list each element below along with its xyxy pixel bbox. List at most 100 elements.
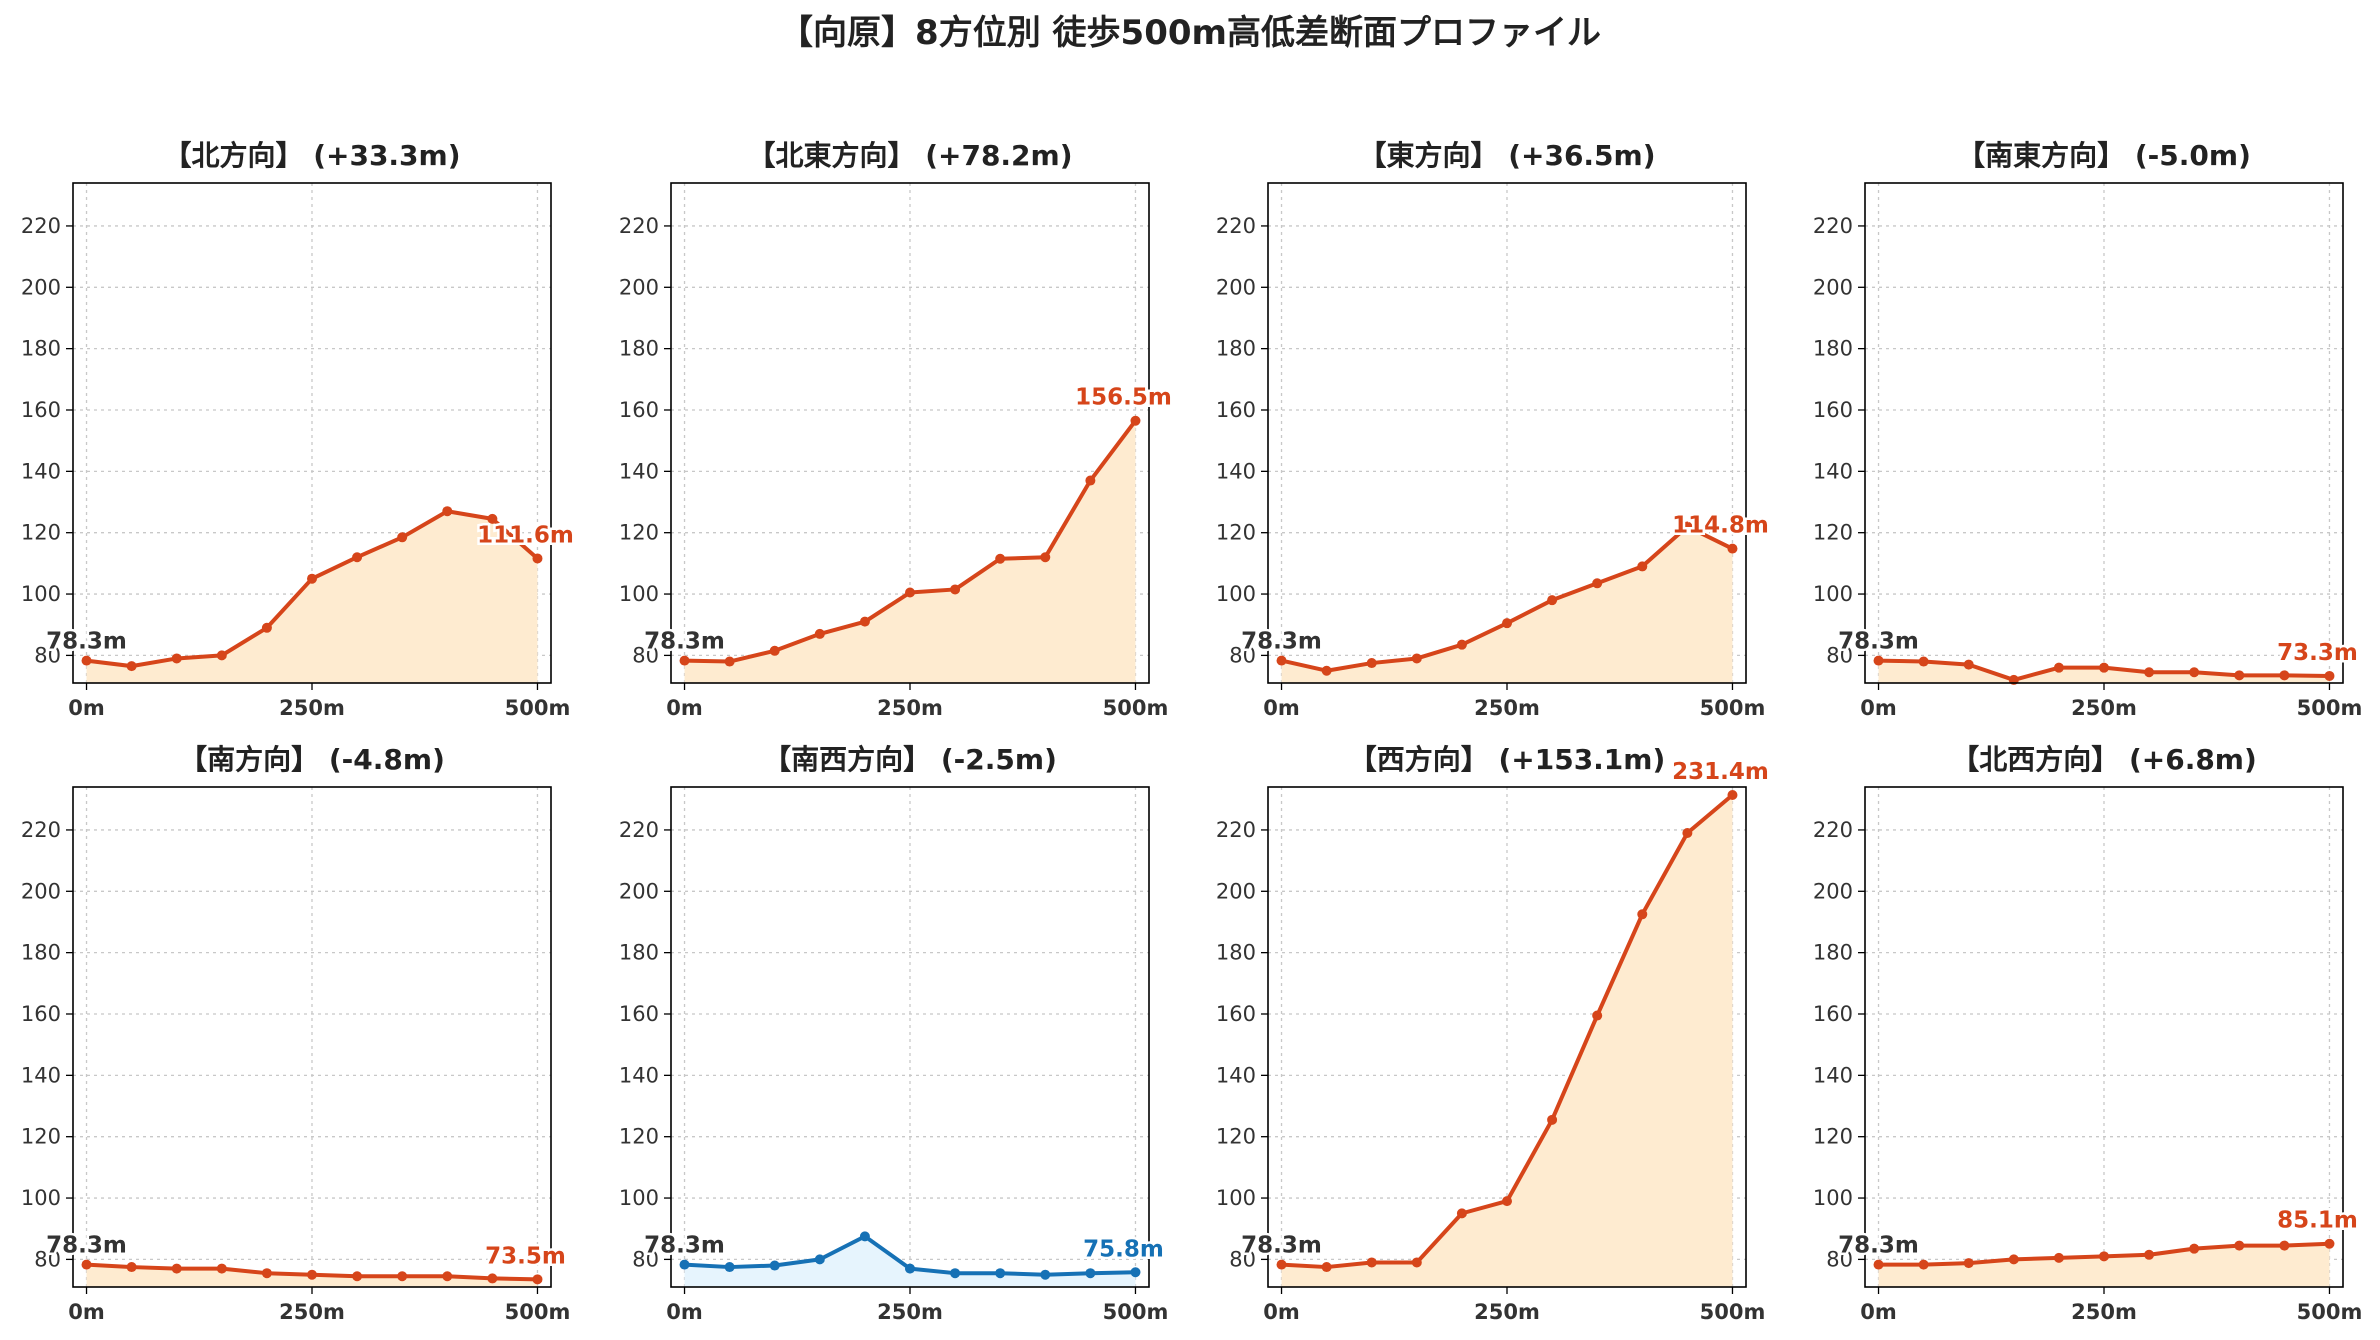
y-tick-label: 220	[1216, 214, 1256, 238]
y-tick-label: 180	[21, 337, 61, 361]
y-tick-label: 100	[1216, 1186, 1256, 1210]
y-tick-label: 140	[1216, 459, 1256, 483]
y-tick-label: 120	[1813, 1125, 1853, 1149]
y-tick-label: 80	[632, 643, 659, 667]
panel-title: 【南方向】 (-4.8m)	[179, 743, 445, 776]
data-point-marker	[261, 1268, 272, 1279]
y-tick-label: 200	[1216, 275, 1256, 299]
data-point-marker	[216, 1263, 227, 1274]
y-tick-label: 140	[1813, 1063, 1853, 1087]
chart-panel: 【北西方向】 (+6.8m) 80 100 120 140 160 180 200 220 0m 2…	[1813, 743, 2362, 1324]
x-tick-label: 0m	[68, 1300, 105, 1324]
panel-title: 【北東方向】 (+78.2m)	[747, 139, 1072, 172]
elevation-fill-area	[1878, 1243, 2330, 1287]
y-tick-label: 160	[21, 1002, 61, 1026]
data-point-marker	[1547, 1114, 1558, 1125]
x-tick-label: 0m	[1263, 696, 1300, 720]
x-tick-label: 250m	[1474, 1300, 1540, 1324]
panel-title: 【北方向】 (+33.3m)	[163, 139, 460, 172]
data-point-marker	[950, 1268, 961, 1279]
x-tick-label: 500m	[1700, 1300, 1766, 1324]
chart-panel: 【南東方向】 (-5.0m) 80 100 120 140 160 180 200 220 0m 2…	[1813, 139, 2362, 720]
start-elevation-label: 78.3m	[1241, 1233, 1322, 1259]
data-point-marker	[769, 1260, 780, 1271]
end-elevation-label: 73.3m	[2277, 640, 2358, 666]
data-point-marker	[1963, 1258, 1974, 1269]
data-point-marker	[171, 1263, 182, 1274]
data-point-marker	[1682, 521, 1693, 532]
x-tick-label: 500m	[505, 1300, 571, 1324]
y-tick-label: 220	[21, 818, 61, 842]
y-tick-label: 160	[21, 398, 61, 422]
y-tick-label: 80	[1229, 643, 1256, 667]
y-tick-label: 220	[1216, 818, 1256, 842]
data-point-marker	[995, 553, 1006, 564]
y-tick-label: 200	[619, 879, 659, 903]
data-point-marker	[1637, 561, 1648, 572]
y-tick-label: 160	[1813, 1002, 1853, 1026]
y-tick-label: 180	[619, 337, 659, 361]
y-tick-label: 80	[1826, 643, 1853, 667]
y-tick-label: 100	[21, 1186, 61, 1210]
data-point-marker	[2099, 1251, 2109, 1262]
data-point-marker	[1727, 789, 1738, 800]
x-tick-label: 0m	[1263, 1300, 1300, 1324]
elevation-fill-area	[1281, 526, 1733, 683]
y-tick-label: 100	[1813, 582, 1853, 606]
y-tick-label: 120	[1813, 521, 1853, 545]
end-elevation-label: 73.5m	[485, 1243, 566, 1269]
y-tick-label: 80	[1826, 1247, 1853, 1271]
data-point-marker	[2053, 1252, 2064, 1263]
plot-frame	[670, 786, 1150, 1288]
data-point-marker	[769, 645, 780, 656]
data-point-marker	[307, 1269, 317, 1280]
y-tick-label: 120	[619, 1125, 659, 1149]
y-tick-label: 220	[21, 214, 61, 238]
data-point-marker	[2189, 667, 2200, 678]
start-elevation-label: 78.3m	[644, 1233, 725, 1259]
data-point-marker	[126, 661, 137, 672]
data-point-marker	[995, 1268, 1006, 1279]
y-tick-label: 200	[619, 275, 659, 299]
start-elevation-label: 78.3m	[46, 629, 127, 655]
elevation-fill-area	[86, 511, 538, 683]
data-point-marker	[1682, 828, 1693, 839]
y-tick-label: 80	[34, 643, 61, 667]
y-tick-label: 120	[619, 521, 659, 545]
x-tick-label: 0m	[666, 1300, 703, 1324]
y-tick-label: 140	[619, 1063, 659, 1087]
data-point-marker	[2144, 667, 2155, 678]
data-point-marker	[1963, 659, 1974, 670]
y-tick-label: 180	[1813, 337, 1853, 361]
data-point-marker	[532, 553, 543, 564]
data-point-marker	[1592, 1010, 1603, 1021]
data-point-marker	[261, 622, 272, 633]
y-tick-label: 120	[21, 1125, 61, 1149]
end-elevation-label: 231.4m	[1672, 759, 1769, 785]
data-point-marker	[81, 1259, 92, 1270]
x-tick-label: 500m	[2297, 696, 2363, 720]
y-tick-label: 220	[1813, 818, 1853, 842]
data-point-marker	[1411, 653, 1422, 664]
y-tick-label: 100	[619, 1186, 659, 1210]
x-tick-label: 500m	[2297, 1300, 2363, 1324]
data-point-marker	[905, 587, 915, 598]
data-point-marker	[1085, 1268, 1096, 1279]
data-point-marker	[1637, 909, 1648, 920]
data-point-marker	[1321, 665, 1332, 676]
data-point-marker	[1321, 1262, 1332, 1273]
end-elevation-label: 156.5m	[1075, 385, 1172, 411]
elevation-fill-area	[1281, 794, 1733, 1287]
panel-title: 【南東方向】 (-5.0m)	[1957, 139, 2251, 172]
y-tick-label: 140	[1216, 1063, 1256, 1087]
data-point-marker	[1040, 552, 1051, 563]
data-point-marker	[814, 1254, 825, 1265]
y-tick-label: 100	[21, 582, 61, 606]
y-tick-label: 80	[632, 1247, 659, 1271]
data-point-marker	[442, 506, 453, 517]
x-tick-label: 500m	[505, 696, 571, 720]
data-point-marker	[1366, 658, 1377, 669]
data-point-marker	[1040, 1269, 1051, 1280]
y-tick-label: 180	[21, 941, 61, 965]
data-point-marker	[1873, 655, 1884, 666]
